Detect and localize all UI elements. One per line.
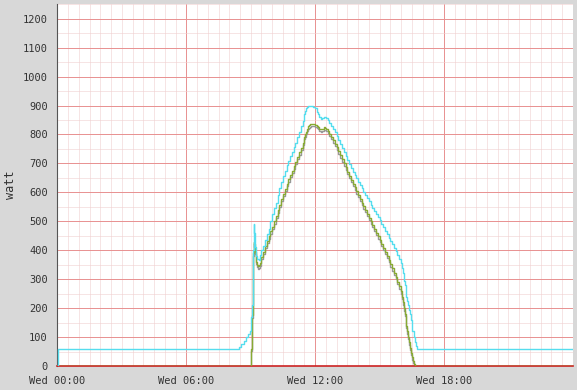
Y-axis label: watt: watt [4, 171, 17, 199]
